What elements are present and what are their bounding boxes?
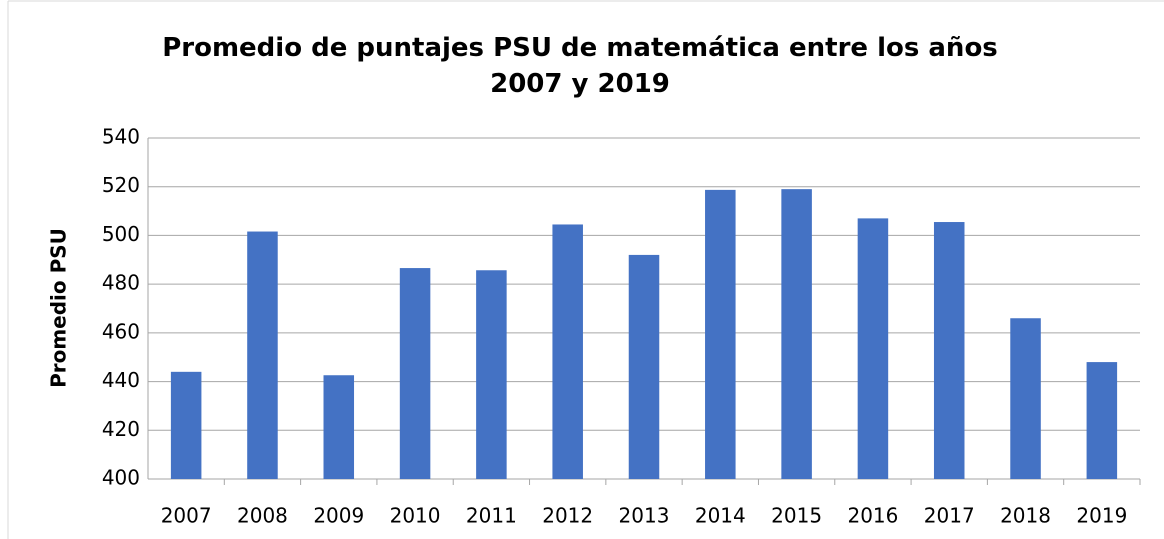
x-tick-label: 2019 [1076,504,1127,528]
bar [933,222,965,479]
x-tick-label: 2015 [771,504,822,528]
bar [399,268,431,479]
bar [476,270,507,479]
y-tick-label: 540 [102,125,140,149]
y-tick-label: 460 [102,319,140,343]
bar [1010,318,1041,479]
bar [1086,362,1118,479]
bar [552,224,583,479]
chart-title: Promedio de puntajes PSU de matemática e… [162,33,998,99]
x-tick-label: 2007 [161,504,212,528]
x-tick-label: 2012 [542,504,593,528]
x-tick-label: 2016 [847,504,898,528]
y-tick-label: 480 [102,271,140,295]
bar [705,189,736,479]
x-tick-label: 2014 [695,504,746,528]
bar [170,371,202,479]
x-tick-label: 2017 [924,504,975,528]
x-tick-label: 2013 [619,504,670,528]
bar [323,375,355,479]
bar [781,189,812,479]
y-tick-label: 400 [102,466,140,490]
x-tick-label: 2008 [237,504,288,528]
y-tick-label: 520 [102,173,140,197]
bar [628,254,660,479]
y-tick-label: 420 [102,417,140,441]
y-tick-label: 440 [102,368,140,392]
x-tick-label: 2018 [1000,504,1051,528]
bar [247,231,278,479]
x-tick-label: 2009 [313,504,364,528]
y-tick-label: 500 [102,222,140,246]
bar [857,218,889,479]
x-tick-label: 2011 [466,504,517,528]
x-tick-label: 2010 [390,504,441,528]
y-axis-label: Promedio PSU [47,228,71,388]
